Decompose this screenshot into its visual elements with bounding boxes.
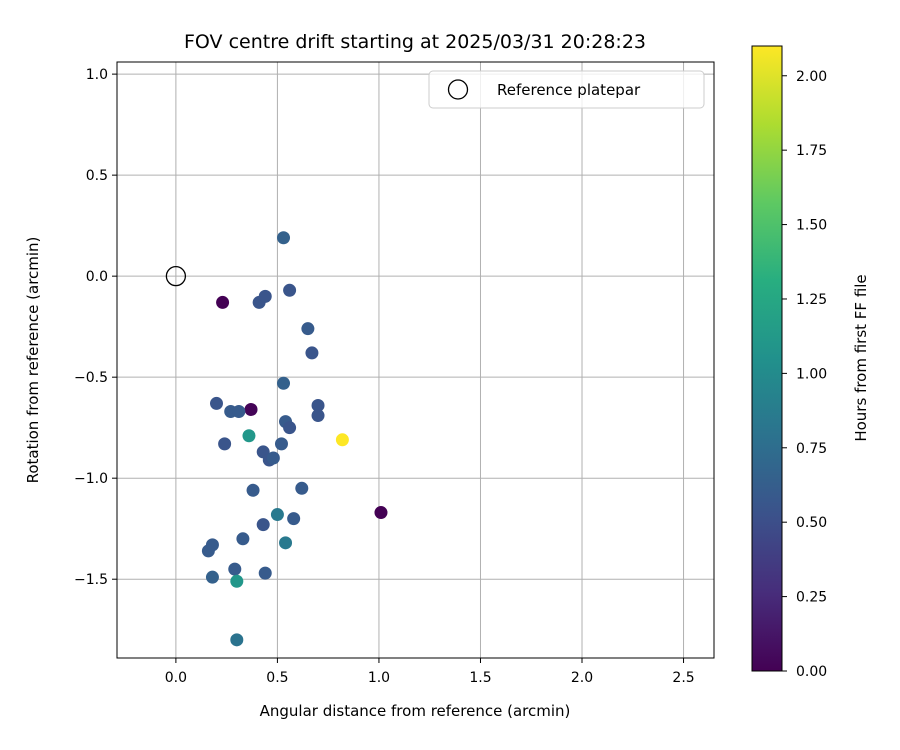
colorbar-gradient bbox=[752, 46, 782, 671]
axis-ticks: 0.0 0.5 1.0 1.5 2.0 2.5 −1.5 −1.0 −0.5 0.0 0.5 1.0 bbox=[74, 67, 695, 686]
plot-frame bbox=[116, 61, 715, 659]
x-tick-label: 2.0 bbox=[571, 670, 593, 686]
y-tick-label: 0.0 bbox=[86, 269, 108, 285]
data-point bbox=[232, 405, 246, 419]
data-point bbox=[256, 518, 270, 532]
colorbar-ticks: 0.00 0.25 0.50 0.75 1.00 1.25 1.50 1.75 2.00 bbox=[782, 69, 827, 680]
colorbar-tick-label: 0.75 bbox=[796, 441, 827, 457]
data-point bbox=[228, 562, 242, 576]
y-tick-label: −1.5 bbox=[74, 572, 108, 588]
x-tick-label: 1.5 bbox=[469, 670, 491, 686]
data-point bbox=[279, 536, 293, 550]
data-point bbox=[311, 409, 325, 423]
legend-reference-label: Reference platepar bbox=[497, 81, 641, 99]
x-tick-label: 0.0 bbox=[165, 670, 187, 686]
data-point bbox=[335, 433, 349, 447]
colorbar-tick-label: 1.75 bbox=[796, 143, 827, 159]
reference-platepar-marker bbox=[165, 266, 187, 287]
data-point bbox=[201, 544, 215, 558]
colorbar-tick-label: 2.00 bbox=[796, 69, 827, 85]
data-point bbox=[242, 429, 256, 443]
colorbar-label: Hours from first FF file bbox=[852, 274, 870, 441]
data-point bbox=[301, 322, 315, 336]
data-point bbox=[266, 451, 280, 465]
colorbar-tick-label: 1.50 bbox=[796, 218, 827, 234]
colorbar-tick-label: 1.00 bbox=[796, 366, 827, 382]
legend-reference-marker bbox=[447, 79, 469, 100]
data-point bbox=[277, 376, 291, 390]
data-point bbox=[295, 481, 309, 495]
legend: Reference platepar bbox=[428, 70, 705, 109]
data-point bbox=[277, 231, 291, 245]
data-point bbox=[287, 512, 301, 526]
data-points bbox=[201, 231, 388, 647]
colorbar: 0.00 0.25 0.50 0.75 1.00 1.25 1.50 1.75 2.00 Hou… bbox=[751, 45, 870, 680]
data-point bbox=[210, 396, 223, 410]
reference-layer bbox=[165, 266, 187, 287]
data-point bbox=[230, 574, 244, 588]
data-point bbox=[305, 346, 319, 360]
chart-title: FOV centre drift starting at 2025/03/31 … bbox=[184, 31, 646, 53]
y-tick-label: 1.0 bbox=[86, 67, 108, 83]
data-point bbox=[244, 402, 258, 416]
data-point bbox=[274, 437, 288, 451]
x-axis-label: Angular distance from reference (arcmin) bbox=[260, 702, 571, 720]
data-point bbox=[270, 508, 284, 522]
colorbar-frame bbox=[751, 45, 783, 672]
y-tick-label: −0.5 bbox=[74, 370, 108, 386]
data-point bbox=[246, 483, 260, 497]
colorbar-tick-label: 1.25 bbox=[796, 292, 827, 308]
data-point bbox=[311, 398, 325, 412]
data-point bbox=[236, 532, 250, 546]
legend-box bbox=[428, 70, 705, 109]
x-tick-label: 0.5 bbox=[266, 670, 288, 686]
data-point bbox=[205, 570, 219, 584]
x-tick-label: 2.5 bbox=[672, 670, 694, 686]
colorbar-tick-label: 0.50 bbox=[796, 515, 827, 531]
colorbar-tick-label: 0.00 bbox=[796, 664, 827, 680]
grid bbox=[117, 62, 714, 658]
colorbar-tick-label: 0.25 bbox=[796, 590, 827, 606]
y-axis-label: Rotation from reference (arcmin) bbox=[24, 237, 42, 484]
y-tick-label: −1.0 bbox=[74, 471, 108, 487]
data-point bbox=[230, 633, 244, 647]
data-point bbox=[258, 289, 272, 303]
data-point bbox=[216, 295, 230, 309]
data-point bbox=[283, 421, 297, 435]
x-tick-label: 1.0 bbox=[368, 670, 390, 686]
y-tick-label: 0.5 bbox=[86, 168, 108, 184]
data-point bbox=[374, 506, 388, 520]
data-point bbox=[283, 283, 297, 297]
data-point bbox=[218, 437, 232, 451]
data-point bbox=[258, 566, 272, 580]
